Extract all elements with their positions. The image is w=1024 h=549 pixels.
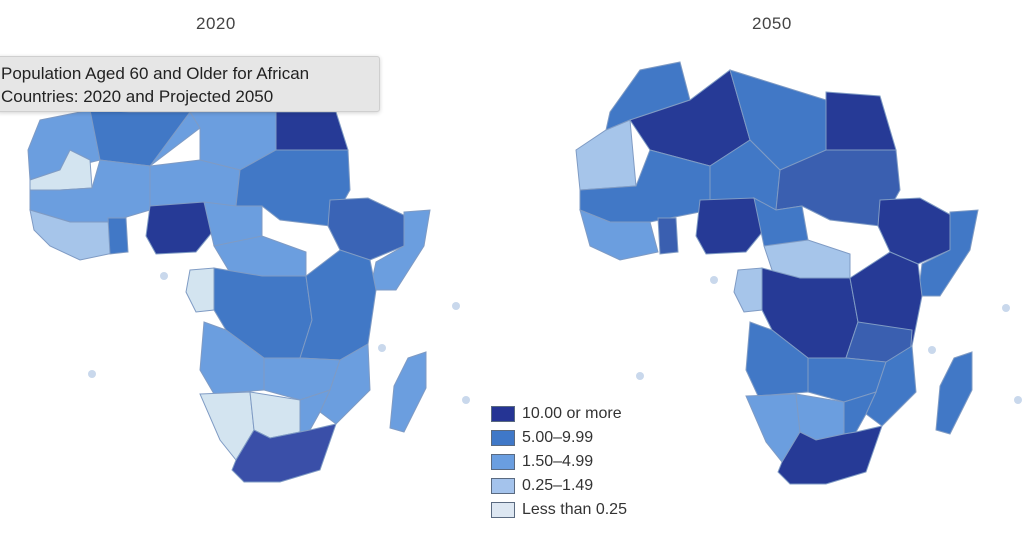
- legend-item-1-5-to-4-99: 1.50–4.99: [491, 450, 627, 474]
- map-regions-2020: [27, 109, 431, 483]
- region-zimbabwe[interactable]: [299, 389, 331, 433]
- island-dots-2020: [88, 272, 470, 404]
- map-legend: 10.00 or more 5.00–9.99 1.50–4.99 0.25–1…: [491, 402, 627, 522]
- legend-item-less-than-0-25: Less than 0.25: [491, 498, 627, 522]
- legend-swatch: [491, 406, 515, 422]
- region-ghana[interactable]: [657, 217, 679, 255]
- island-dot: [928, 346, 936, 354]
- legend-item-0-25-to-1-49: 0.25–1.49: [491, 474, 627, 498]
- region-ethiopia[interactable]: [327, 197, 411, 261]
- legend-label: 0.25–1.49: [522, 477, 594, 494]
- region-gabon[interactable]: [733, 267, 763, 313]
- tooltip-line-2: Countries: 2020 and Projected 2050: [1, 87, 274, 106]
- island-dot: [88, 370, 96, 378]
- region-somalia[interactable]: [369, 209, 431, 291]
- region-south-africa[interactable]: [777, 425, 883, 485]
- legend-swatch: [491, 478, 515, 494]
- legend-label: 1.50–4.99: [522, 453, 594, 470]
- island-dot: [160, 272, 168, 280]
- legend-label: Less than 0.25: [522, 501, 627, 518]
- region-nigeria[interactable]: [695, 197, 765, 255]
- region-west-coast[interactable]: [579, 209, 659, 261]
- region-south-africa[interactable]: [231, 423, 337, 483]
- island-dot: [378, 344, 386, 352]
- island-dot: [1014, 396, 1022, 404]
- legend-swatch: [491, 430, 515, 446]
- island-dot: [1002, 304, 1010, 312]
- legend-swatch: [491, 502, 515, 518]
- island-dots-2050: [636, 276, 1022, 404]
- region-somalia[interactable]: [917, 209, 979, 297]
- legend-label: 5.00–9.99: [522, 429, 594, 446]
- map-tooltip: Population Aged 60 and Older for African…: [0, 56, 380, 112]
- map-regions-2050: [575, 61, 979, 485]
- legend-label: 10.00 or more: [522, 405, 622, 422]
- region-gabon[interactable]: [185, 267, 215, 313]
- legend-swatch: [491, 454, 515, 470]
- region-west-coast[interactable]: [29, 209, 119, 261]
- africa-map-2050: [575, 61, 1022, 485]
- region-mauritania[interactable]: [575, 119, 637, 191]
- island-dot: [462, 396, 470, 404]
- region-nigeria[interactable]: [145, 201, 215, 255]
- region-zimbabwe[interactable]: [843, 391, 877, 435]
- region-madagascar[interactable]: [935, 351, 973, 435]
- map-title-2050: 2050: [752, 14, 792, 33]
- map-title-2020: 2020: [196, 14, 236, 33]
- region-botswana[interactable]: [249, 391, 301, 439]
- region-madagascar[interactable]: [389, 351, 427, 433]
- island-dot: [452, 302, 460, 310]
- region-egypt[interactable]: [275, 111, 349, 151]
- region-east-africa[interactable]: [299, 249, 377, 361]
- region-ghana[interactable]: [107, 217, 129, 255]
- legend-item-10-or-more: 10.00 or more: [491, 402, 627, 426]
- island-dot: [636, 372, 644, 380]
- island-dot: [710, 276, 718, 284]
- region-egypt[interactable]: [825, 91, 897, 151]
- legend-item-5-to-9-99: 5.00–9.99: [491, 426, 627, 450]
- region-ethiopia[interactable]: [877, 197, 961, 265]
- tooltip-line-1: Population Aged 60 and Older for African: [1, 64, 310, 83]
- africa-map-2020: [27, 109, 470, 483]
